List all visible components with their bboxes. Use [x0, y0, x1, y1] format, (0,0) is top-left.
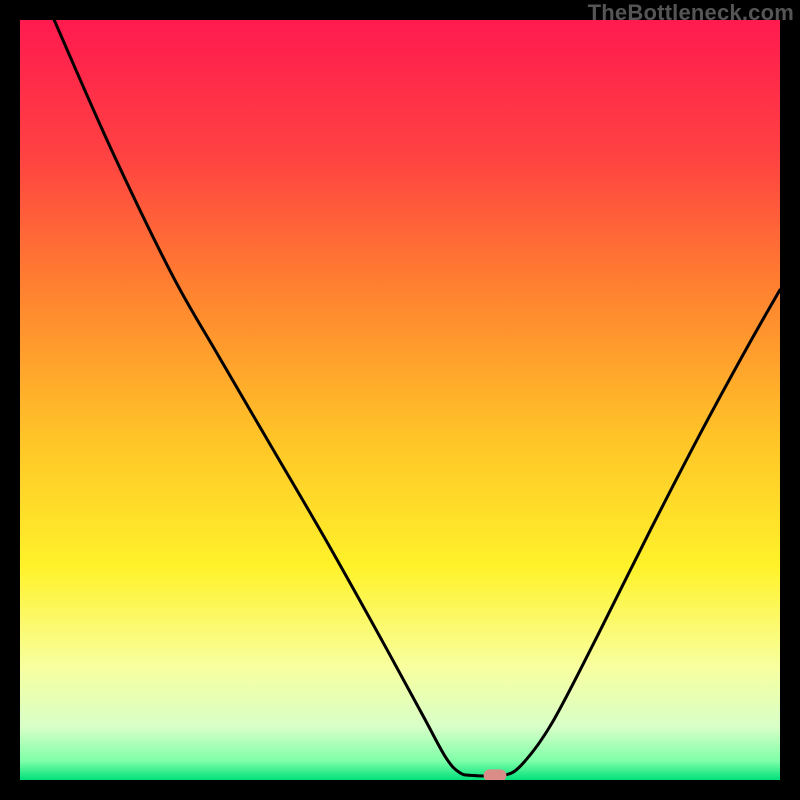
- gradient-background: [20, 20, 780, 780]
- bottleneck-chart: [0, 0, 800, 800]
- frame-border-bottom: [0, 780, 800, 800]
- watermark-text: TheBottleneck.com: [588, 0, 794, 26]
- chart-root: TheBottleneck.com: [0, 0, 800, 800]
- frame-border-left: [0, 0, 20, 800]
- frame-border-right: [780, 0, 800, 800]
